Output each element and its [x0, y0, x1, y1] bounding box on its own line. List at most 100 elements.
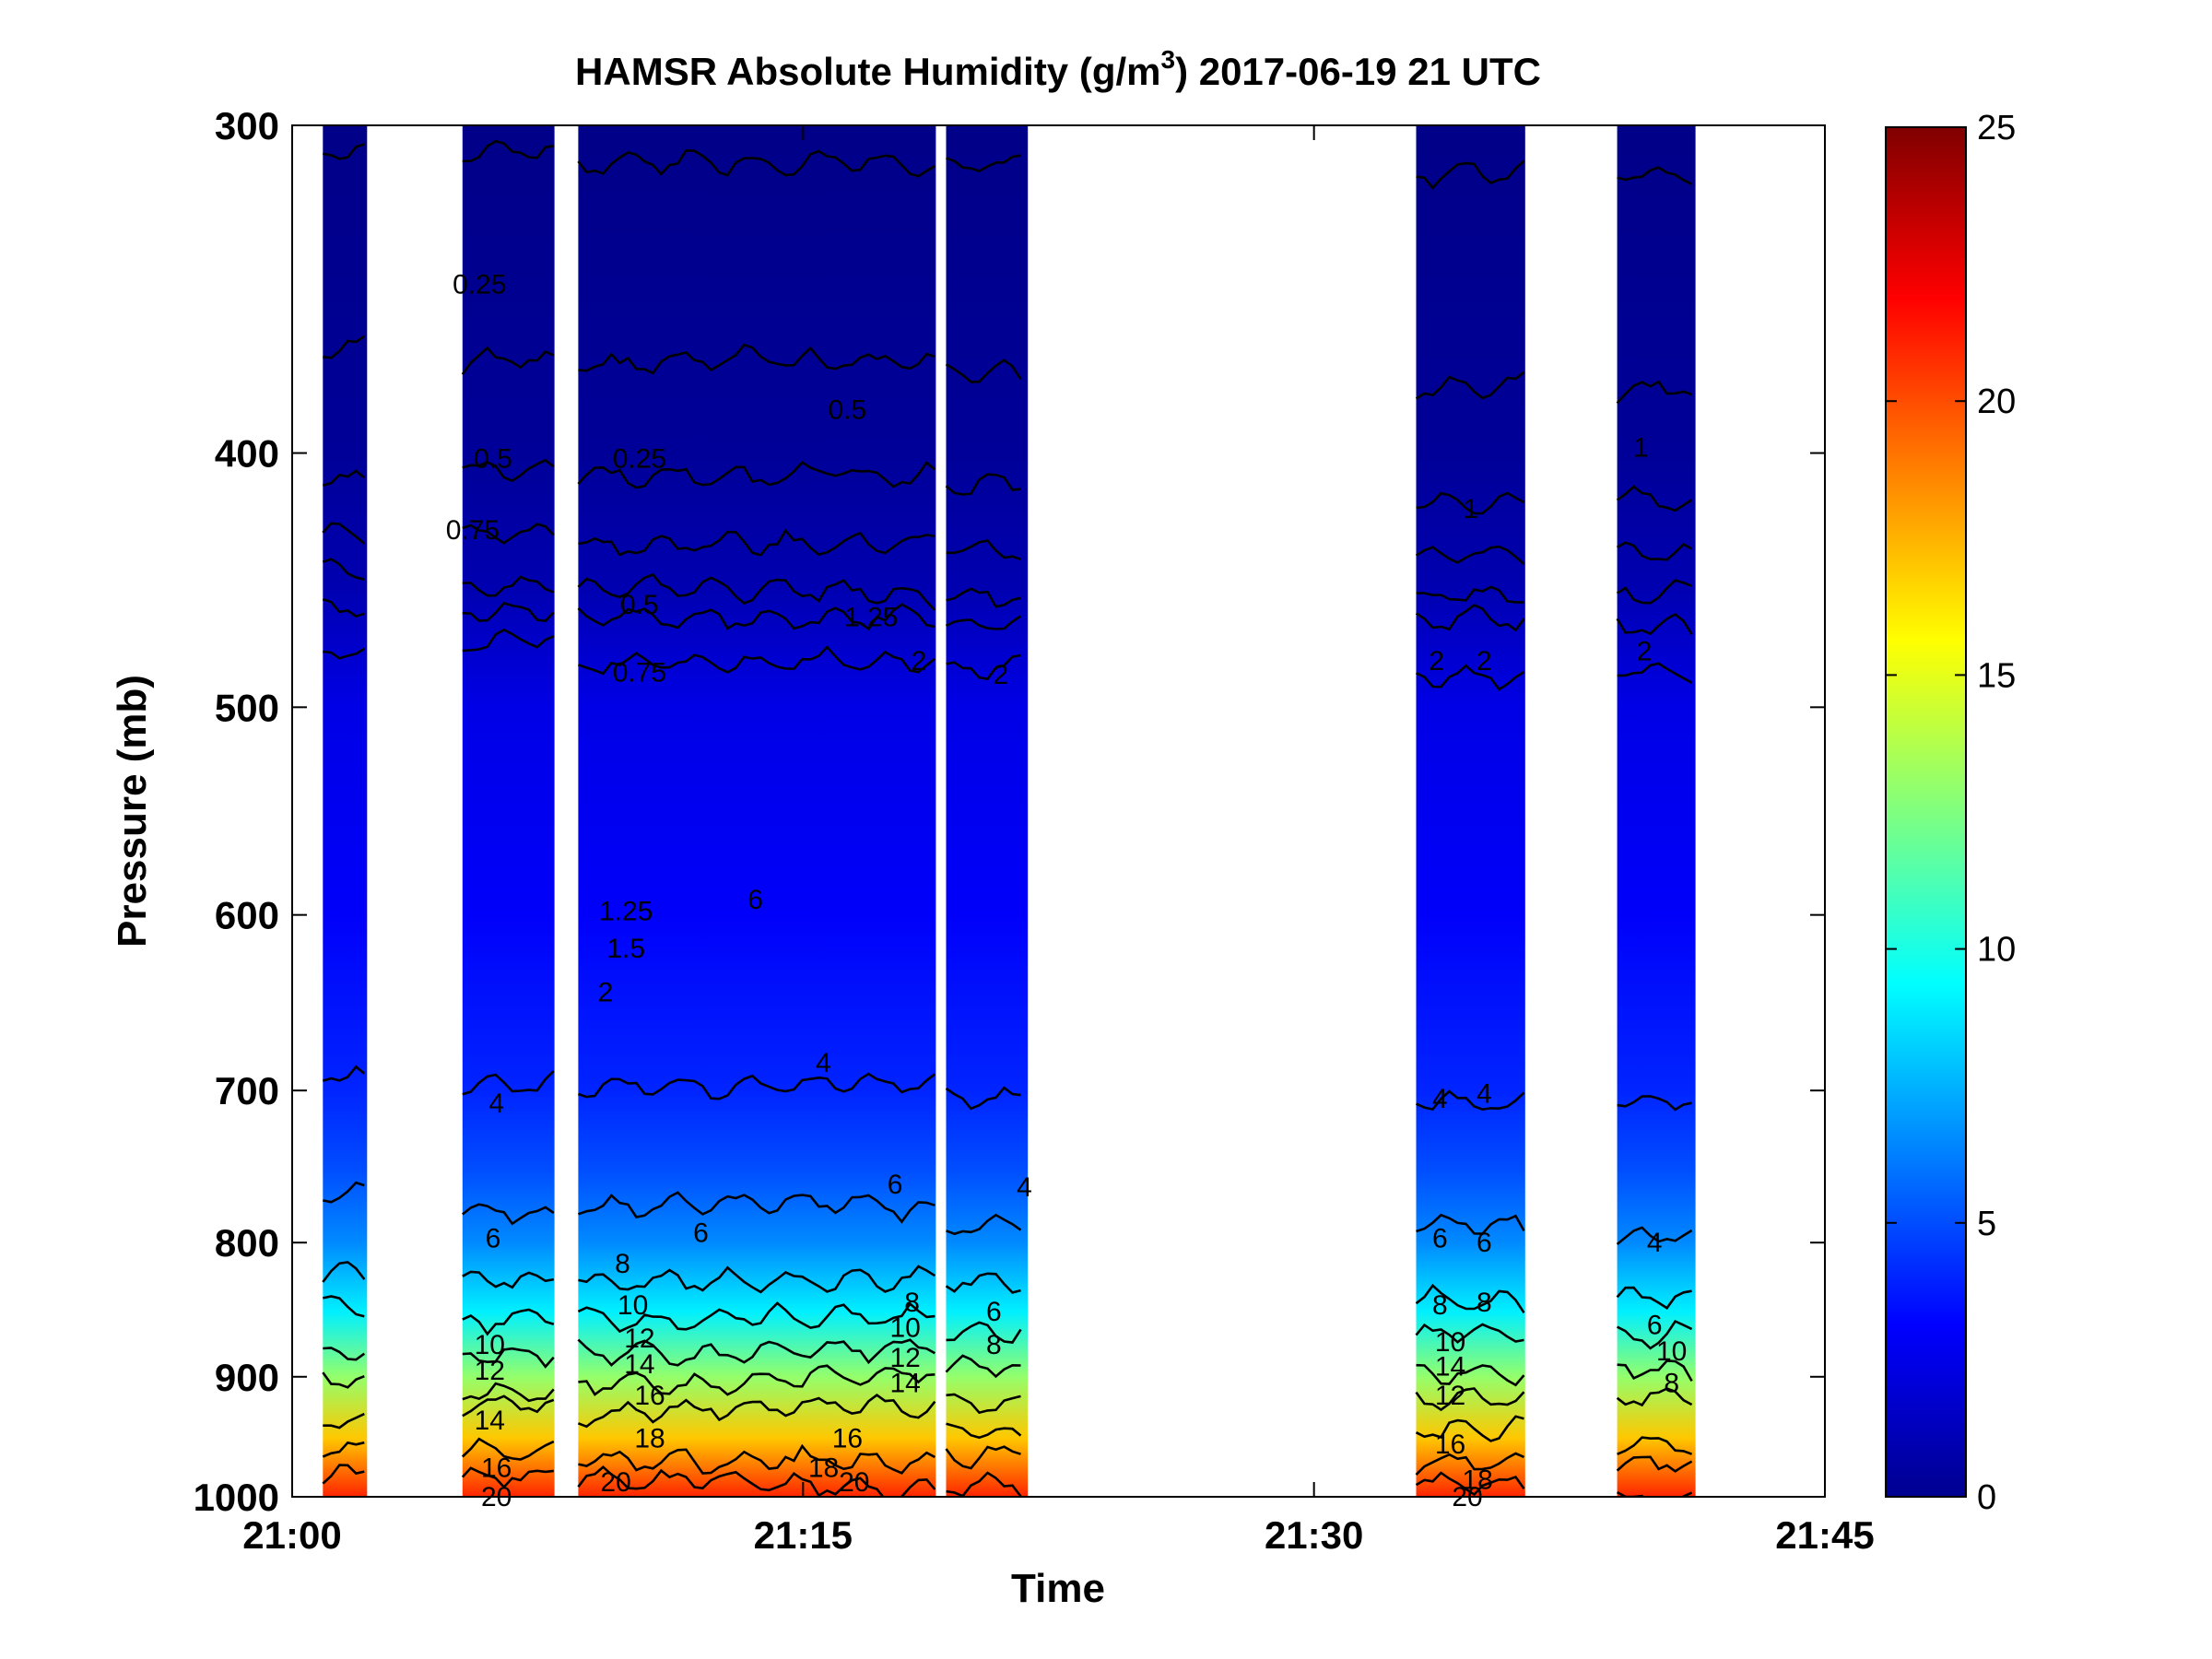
- contour-line: [1617, 1095, 1692, 1112]
- contour-label: 2: [598, 977, 614, 1007]
- contour-line: [322, 1371, 365, 1389]
- data-segment: [946, 125, 1029, 1497]
- contour-label: 0.75: [613, 658, 666, 688]
- contour-line: [322, 469, 366, 487]
- contour-line: [577, 645, 936, 676]
- contour-label: 6: [1647, 1311, 1663, 1341]
- contour-label: 12: [475, 1356, 505, 1386]
- contour-line: [946, 1422, 1022, 1440]
- contour-line: [1617, 1359, 1693, 1382]
- contour-label: 0.25: [613, 444, 666, 475]
- contour-label: 8: [904, 1288, 920, 1318]
- contour-label: 14: [1435, 1352, 1465, 1382]
- contour-line: [1416, 1363, 1525, 1387]
- contour-line: [578, 1265, 936, 1294]
- title-suffix: ) 2017-06-19 21 UTC: [1175, 50, 1541, 93]
- contour-line: [578, 1364, 935, 1396]
- contour-label: 10: [1656, 1336, 1687, 1367]
- contour-label: 14: [890, 1369, 921, 1399]
- contour-line: [462, 1382, 555, 1403]
- plot-frame: [291, 124, 1826, 1498]
- y-tick-label: 700: [215, 1069, 279, 1112]
- contour-label: 4: [816, 1048, 831, 1078]
- y-axis: 300 400 500 600 700 800 900 1000: [194, 104, 1825, 1519]
- contour-label: 16: [634, 1381, 665, 1411]
- contour-line: [462, 575, 555, 597]
- contour-line: [577, 603, 935, 631]
- contour-line: [577, 1072, 936, 1100]
- contour-line: [1416, 159, 1525, 190]
- contour-label: 4: [1432, 1084, 1448, 1114]
- contour-line: [577, 1465, 936, 1497]
- contour-line: [1415, 545, 1525, 565]
- contour-line: [462, 139, 554, 163]
- contour-label: 4: [488, 1088, 504, 1119]
- contour-line: [1415, 664, 1525, 691]
- contour-label: 12: [890, 1343, 921, 1373]
- contour-label: 1.5: [606, 934, 645, 964]
- contour-line: [323, 647, 365, 660]
- contour-line: [1616, 1387, 1693, 1407]
- contour-label: 0.5: [620, 590, 659, 620]
- contour-label: 1: [1463, 494, 1478, 524]
- colorbar-tick-label: 10: [1977, 931, 2016, 970]
- contour-line: [1616, 485, 1693, 512]
- contour-label: 6: [1477, 1228, 1492, 1258]
- contour-line: [1415, 1283, 1525, 1314]
- contour-label: 6: [986, 1297, 1002, 1327]
- contour-label: 6: [747, 885, 763, 915]
- contour-line: [946, 154, 1021, 173]
- contour-label: 16: [1435, 1430, 1465, 1460]
- contour-line: [322, 1261, 366, 1283]
- contour-line: [578, 343, 935, 375]
- contour-line: [1616, 541, 1693, 561]
- contour-label: 1.25: [599, 897, 653, 927]
- contour-line: [462, 628, 555, 653]
- y-tick-label: 1000: [194, 1476, 279, 1519]
- contour-line: [1616, 1455, 1693, 1473]
- contour-line: [577, 1301, 935, 1334]
- contour-line: [577, 460, 936, 489]
- x-axis-label: Time: [1011, 1566, 1105, 1611]
- contour-line: [322, 597, 365, 618]
- contour-line: [578, 1443, 936, 1475]
- contour-label: 6: [1432, 1224, 1448, 1254]
- contour-line: [322, 558, 365, 581]
- contour-line: [1415, 604, 1525, 632]
- contour-label: 14: [624, 1349, 654, 1380]
- y-tick-label: 300: [215, 104, 279, 147]
- x-tick-label: 21:30: [1265, 1513, 1363, 1557]
- contour-label: 14: [475, 1406, 505, 1436]
- contour-line: [1415, 1089, 1525, 1112]
- contour-line: [323, 335, 366, 359]
- contour-line: [946, 1213, 1022, 1236]
- contour-line: [462, 1270, 555, 1289]
- contour-line: [945, 1354, 1021, 1379]
- contour-line: [462, 1394, 555, 1418]
- contour-line: [461, 346, 555, 375]
- data-segment: [323, 125, 368, 1497]
- y-tick-label: 500: [215, 686, 279, 729]
- contour-line: [462, 1308, 555, 1336]
- contour-line: [322, 1464, 365, 1485]
- contour-label: 8: [1664, 1369, 1679, 1399]
- contour-line: [462, 523, 555, 545]
- contour-label: 0.5: [829, 394, 867, 425]
- contour-line: [462, 1347, 555, 1369]
- contour-label: 0.5: [474, 444, 512, 475]
- contour-line: [945, 359, 1022, 383]
- contour-line: [945, 1086, 1021, 1111]
- x-tick-label: 21:00: [242, 1513, 341, 1557]
- contour-line: [1416, 491, 1525, 515]
- contour-line: [323, 143, 365, 160]
- contour-line: [945, 473, 1021, 496]
- contour-line: [322, 522, 366, 545]
- title-superscript: 3: [1160, 45, 1175, 74]
- contour-line: [577, 148, 936, 178]
- colorbar-tick-label: 25: [1977, 109, 2016, 147]
- colorbar-tick-label: 0: [1977, 1478, 1996, 1517]
- contour-line: [1616, 380, 1693, 405]
- contour-label: 2: [1637, 637, 1653, 667]
- contour-label: 10: [890, 1313, 921, 1344]
- colorbar: [1885, 126, 1967, 1498]
